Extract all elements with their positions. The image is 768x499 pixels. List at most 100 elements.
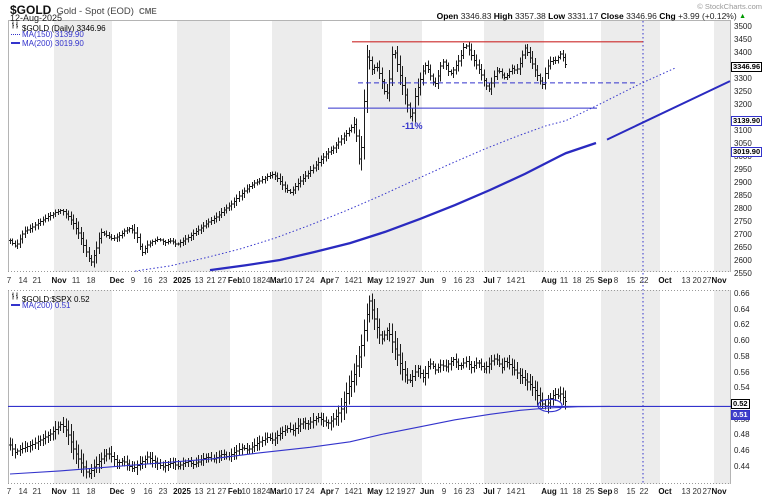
ratio-y-tick: 0.66 [734,289,750,298]
quote-label: High [493,11,516,21]
date-axis-label: 2025 [173,487,191,496]
date-axis-label: 18 [86,276,96,285]
date-axis-label: 15 [626,487,636,496]
date-axis-label: Sep [597,487,613,496]
ma150-swatch-icon [11,34,20,35]
quote-label: Chg [659,11,679,21]
date-axis-label: 27 [702,276,712,285]
legend-ma200: MA(200) 3019.90 [11,39,106,48]
date-axis-label: 16 [453,276,463,285]
ma200-projection-line [606,80,731,141]
date-axis-label: Mar [269,487,285,496]
date-axis-label: 11 [71,487,81,496]
date-axis-label: 18 [572,487,582,496]
date-axis-label: 13 [194,487,204,496]
main-y-tick: 2750 [734,217,752,226]
main-y-tick: 2600 [734,256,752,265]
main-panel-legend: $GOLD (Daily) 3346.96 MA(150) 3139.90 MA… [11,21,106,48]
date-axis-label: 9 [130,276,136,285]
ma200-swatch-icon [11,42,20,44]
quote-value: 3331.17 [567,11,601,21]
main-y-tick: 2650 [734,243,752,252]
date-axis-label: Jun [419,276,435,285]
date-axis-label: Oct [658,487,672,496]
date-axis-label: 16 [143,487,153,496]
quote-label: Low [548,11,568,21]
date-axis-label: 18 [252,487,262,496]
date-axis-label: 20 [692,276,702,285]
main-y-tick: 3300 [734,74,752,83]
date-axis-label: 11 [559,487,569,496]
ratio-ma200-line [9,405,611,475]
date-axis-label: 27 [217,276,227,285]
date-axis-label: 9 [441,276,447,285]
quote-label: Close [600,11,627,21]
ratio-y-tick: 0.46 [734,446,750,456]
date-axis-label: 24 [261,487,271,496]
main-y-tick: 2700 [734,230,752,239]
main-y-tick: 3450 [734,35,752,44]
date-axis-label: 21 [516,276,526,285]
date-axis-label: 7 [334,276,340,285]
series-icon [11,292,20,302]
date-axis-label: Apr [320,487,334,496]
main-y-tick: 2950 [734,165,752,174]
ma150-price-flag: 3139.90 [731,115,763,126]
date-axis-label: 23 [158,487,168,496]
date-axis-label: 16 [143,276,153,285]
date-axis-label: 12 [385,487,395,496]
date-axis-label: 14 [18,276,28,285]
ratio-ma200-flag: 0.51 [731,409,750,420]
ratio-y-tick: 0.60 [734,336,750,346]
date-axis-label: Dec [109,276,125,285]
date-axis-label: 8 [613,276,619,285]
date-axis-label: 23 [465,487,475,496]
date-axis-label: 27 [406,276,416,285]
symbol-name: Gold - Spot (EOD) [56,6,134,17]
date-axis-label: Dec [109,487,125,496]
date-axis-label: 12 [385,276,395,285]
date-axis-label: 14 [344,487,354,496]
date-axis-label: 16 [453,487,463,496]
date-axis-label: 15 [626,276,636,285]
legend-ratio-series: $GOLD:$SPX 0.52 [11,292,90,304]
decline-percent-label: -11% [402,121,423,131]
date-axis-label: 17 [294,487,304,496]
date-axis-label: 21 [206,487,216,496]
panel-borders [8,20,731,484]
ratio-y-tick: 0.54 [734,383,750,393]
series-icon [11,21,20,31]
main-y-tick: 2550 [734,269,752,278]
ratio-y-tick: 0.62 [734,320,750,330]
date-axis-label: 13 [681,276,691,285]
date-axis-label: Aug [541,276,557,285]
ma200-price-flag: 3019.90 [731,146,763,157]
date-axis-label: 19 [396,276,406,285]
date-axis-label: 9 [130,487,136,496]
date-axis-label: 14 [506,487,516,496]
date-axis-label: 7 [6,487,12,496]
ma200-swatch-icon [11,304,20,306]
ratio-y-tick: 0.48 [734,430,750,440]
copyright-label: © StockCharts.com [697,2,762,11]
date-axis-label: 18 [252,276,262,285]
ratio-y-tick: 0.58 [734,351,750,361]
date-axis-label: Nov [711,276,727,285]
date-axis-label: 21 [516,487,526,496]
quote-value: 3357.38 [515,11,549,21]
legend-price-series: $GOLD (Daily) 3346.96 [11,21,106,33]
ma200-line [209,141,597,272]
legend-ratio-ma200: MA(200) 0.51 [11,301,90,310]
date-axis-label: 17 [294,276,304,285]
date-axis-label: 10 [241,487,251,496]
ratio-y-tick: 0.44 [734,461,750,471]
date-axis-label: 21 [32,276,42,285]
date-axis-label: 25 [585,276,595,285]
date-axis-label: 7 [496,276,502,285]
date-axis-label: 9 [441,487,447,496]
date-axis-label: 10 [283,276,293,285]
main-y-tick: 3400 [734,48,752,57]
date-axis-label: 25 [585,487,595,496]
quote-label: Open [436,11,461,21]
